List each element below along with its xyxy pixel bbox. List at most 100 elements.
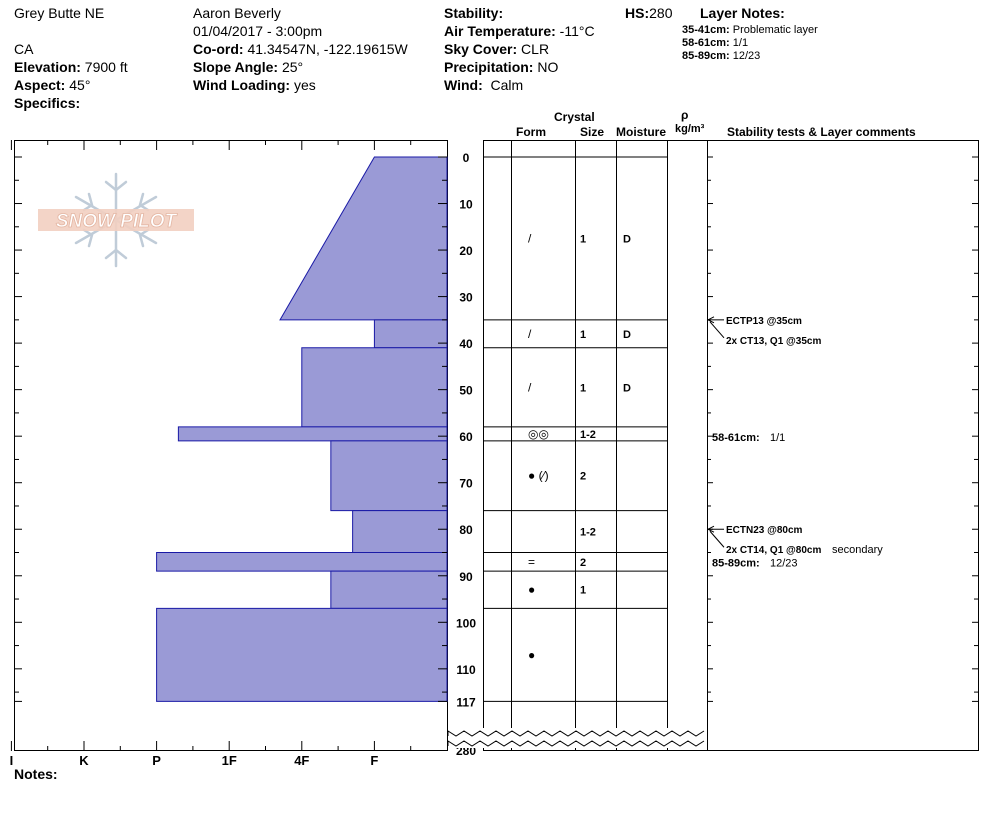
layer-moisture: D [623,233,631,245]
hardness-bar [156,552,448,572]
depth-tick-label: 117 [456,695,476,709]
elevation-label: Elevation: [14,59,81,75]
layer-form-symbol: / [528,231,532,245]
depth-tick-label: 100 [456,616,476,630]
depth-tick-label: 50 [459,384,473,398]
layer-size: 2 [580,471,586,483]
hardness-tick-label: K [79,753,89,768]
layer-size: 1 [580,382,586,394]
sky-value: CLR [521,41,550,57]
layer-note: 35-41cm: Problematic layer [682,24,818,37]
layer-notes-label: Layer Notes: [700,5,785,21]
hardness-bar [330,570,448,609]
stability-label: Stability: [444,5,504,21]
coord-value: 41.34547N, -122.19615W [247,41,408,57]
layer-comment-text: 12/23 [770,558,798,570]
stability-test-result: ECTN23 @80cm [726,525,803,536]
depth-tick-label: 20 [459,244,473,258]
air-temperature: Air Temperature: -11°C [444,22,595,40]
snow-height: HS:280 [625,4,672,22]
state: CA [14,41,34,57]
layer-form-symbol: ● (⁄) [528,469,549,483]
layer-note-text: Problematic layer [732,24,818,36]
hardness-bar [156,607,448,702]
depth-tick-label: 40 [459,337,473,351]
depth-tick-label: 70 [459,477,473,491]
layer-size: 1 [580,233,586,245]
layer-size: 1-2 [580,527,596,539]
hardness-bar [301,347,448,428]
stability-test-pointer [709,530,725,548]
size-header: Size [580,125,605,139]
observer: Aaron Beverly [193,5,281,21]
depth-tick-label: 30 [459,291,473,305]
layer-note-text: 1/1 [732,37,749,49]
hardness-bar [373,319,448,349]
wind-loading-value: yes [293,77,316,93]
stability-test-result: 2x CT13, Q1 @35cm [726,336,821,347]
depth-tick-label: 80 [459,523,473,537]
slope-value: 25° [281,59,304,75]
layer-comment-text: 1/1 [770,432,785,444]
specifics: Specifics: [14,94,80,112]
sky-cover: Sky Cover: CLR [444,40,549,58]
aspect: Aspect: 45° [14,76,90,94]
layer-form-symbol: ◎◎ [528,427,549,441]
hardness-tick-label: 1F [222,753,237,768]
layer-notes-title: Layer Notes: [700,4,785,22]
aspect-label: Aspect: [14,77,66,93]
hardness-tick-label: 4F [294,753,309,768]
slope-label: Slope Angle: [193,59,279,75]
hardness-tick-label: P [152,753,161,768]
snowpilot-logo-text: SNOW PILOT [56,211,178,232]
depth-tick-label: 60 [459,430,473,444]
layer-note-text: 12/23 [732,50,761,62]
wind-loading: Wind Loading: yes [193,76,316,94]
wind-label: Wind: [444,77,483,93]
layer-form-symbol: = [528,555,535,569]
layer-size: 1 [580,585,586,597]
stability-test-pointer [709,321,725,339]
location-name: Grey Butte NE [14,5,105,21]
layer-note-range: 35-41cm: [682,24,730,36]
precip-label: Precipitation: [444,59,534,75]
layer-moisture: D [623,382,631,394]
stability-test-extra: secondary [832,544,883,556]
hardness-bar [330,440,448,512]
rho-header: ρ [681,108,689,122]
layer-table-frame [483,140,979,751]
comments-header: Stability tests & Layer comments [727,125,916,139]
stability-test-arrowhead [706,525,715,533]
layer-note: 85-89cm: 12/23 [682,50,760,63]
stability-test-result: ECTP13 @35cm [726,316,802,327]
layer-note: 58-61cm: 1/1 [682,37,748,50]
layer-comment-range: 85-89cm: [712,558,760,570]
density-unit-header: kg/m³ [675,123,705,135]
layer-form-symbol: ● [528,648,535,662]
layer-form-symbol: / [528,327,532,341]
depth-tick-label: 110 [456,663,476,677]
slope-angle: Slope Angle: 25° [193,58,303,76]
crystal-header: Crystal [554,110,595,124]
hardness-bar [352,510,448,554]
hardness-tick-label: F [370,753,378,768]
hardness-bar [177,426,448,442]
layer-form-symbol: / [528,380,532,394]
hardness-tick-label: I [10,753,14,768]
depth-tick-label: 10 [459,198,473,212]
wind: Wind: Calm [444,76,523,94]
coord-label: Co-ord: [193,41,244,57]
layer-form-symbol: ● [528,583,535,597]
layer-size: 1 [580,329,586,341]
stability-test-result: 2x CT14, Q1 @80cm [726,545,821,556]
datetime: 01/04/2017 - 3:00pm [193,23,323,39]
notes-label: Notes: [14,766,58,782]
depth-tick-label: 90 [459,570,473,584]
air-temp-value: -11°C [559,23,595,39]
form-header: Form [516,125,546,139]
hs-value: 280 [649,5,673,21]
layer-note-range: 58-61cm: [682,37,730,49]
wind-value: Calm [490,77,524,93]
aspect-value: 45° [69,77,91,93]
